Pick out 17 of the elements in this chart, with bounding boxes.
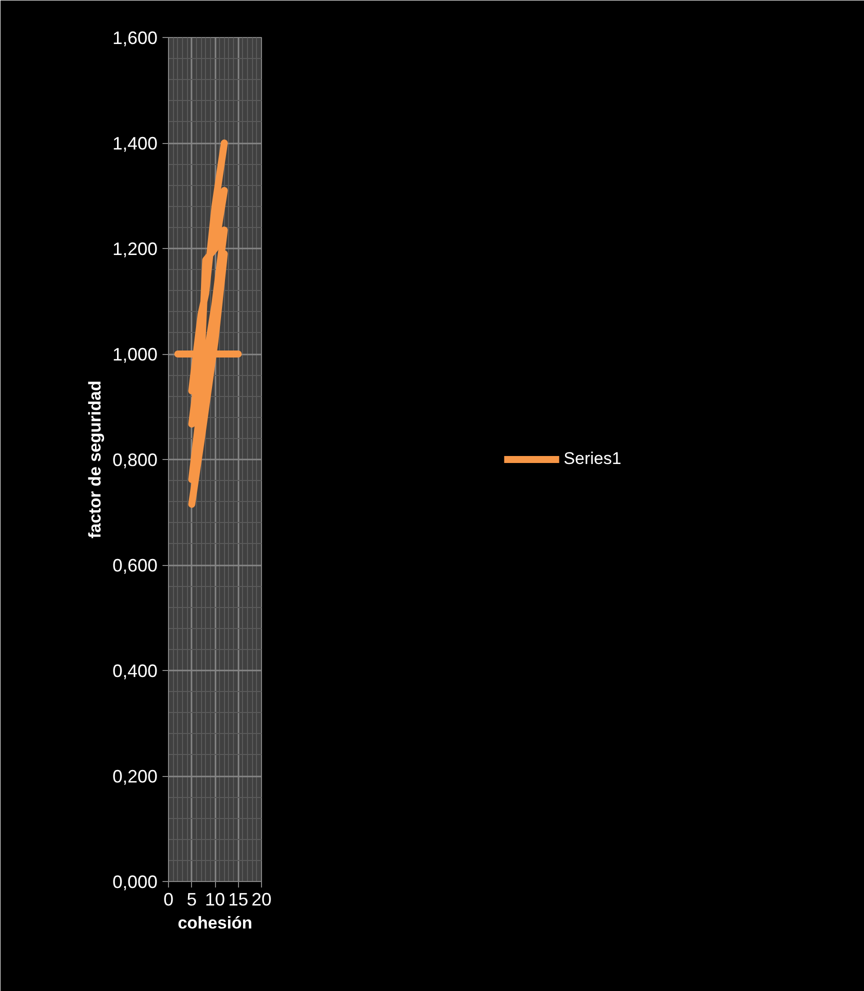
x-tick-label: 5 <box>186 890 197 910</box>
x-axis-title: cohesión <box>178 914 252 932</box>
y-tick-label: 0,800 <box>112 450 158 470</box>
y-tick-label: 1,000 <box>112 344 158 364</box>
y-axis-title: factor de seguridad <box>85 380 104 538</box>
legend-label: Series1 <box>564 449 622 469</box>
y-tick-label: 0,000 <box>112 872 158 892</box>
y-tick-label: 1,400 <box>112 134 158 154</box>
y-tick-label: 0,600 <box>112 556 158 576</box>
x-tick-label: 20 <box>251 890 272 910</box>
y-tick-label: 0,200 <box>112 766 158 786</box>
x-tick-label: 10 <box>204 890 226 910</box>
x-tick-label: 15 <box>228 890 248 910</box>
y-tick-label: 1,600 <box>112 28 158 48</box>
y-tick-label: 0,400 <box>112 661 158 681</box>
x-tick-label: 0 <box>163 890 174 910</box>
y-tick-label: 1,200 <box>112 239 158 259</box>
